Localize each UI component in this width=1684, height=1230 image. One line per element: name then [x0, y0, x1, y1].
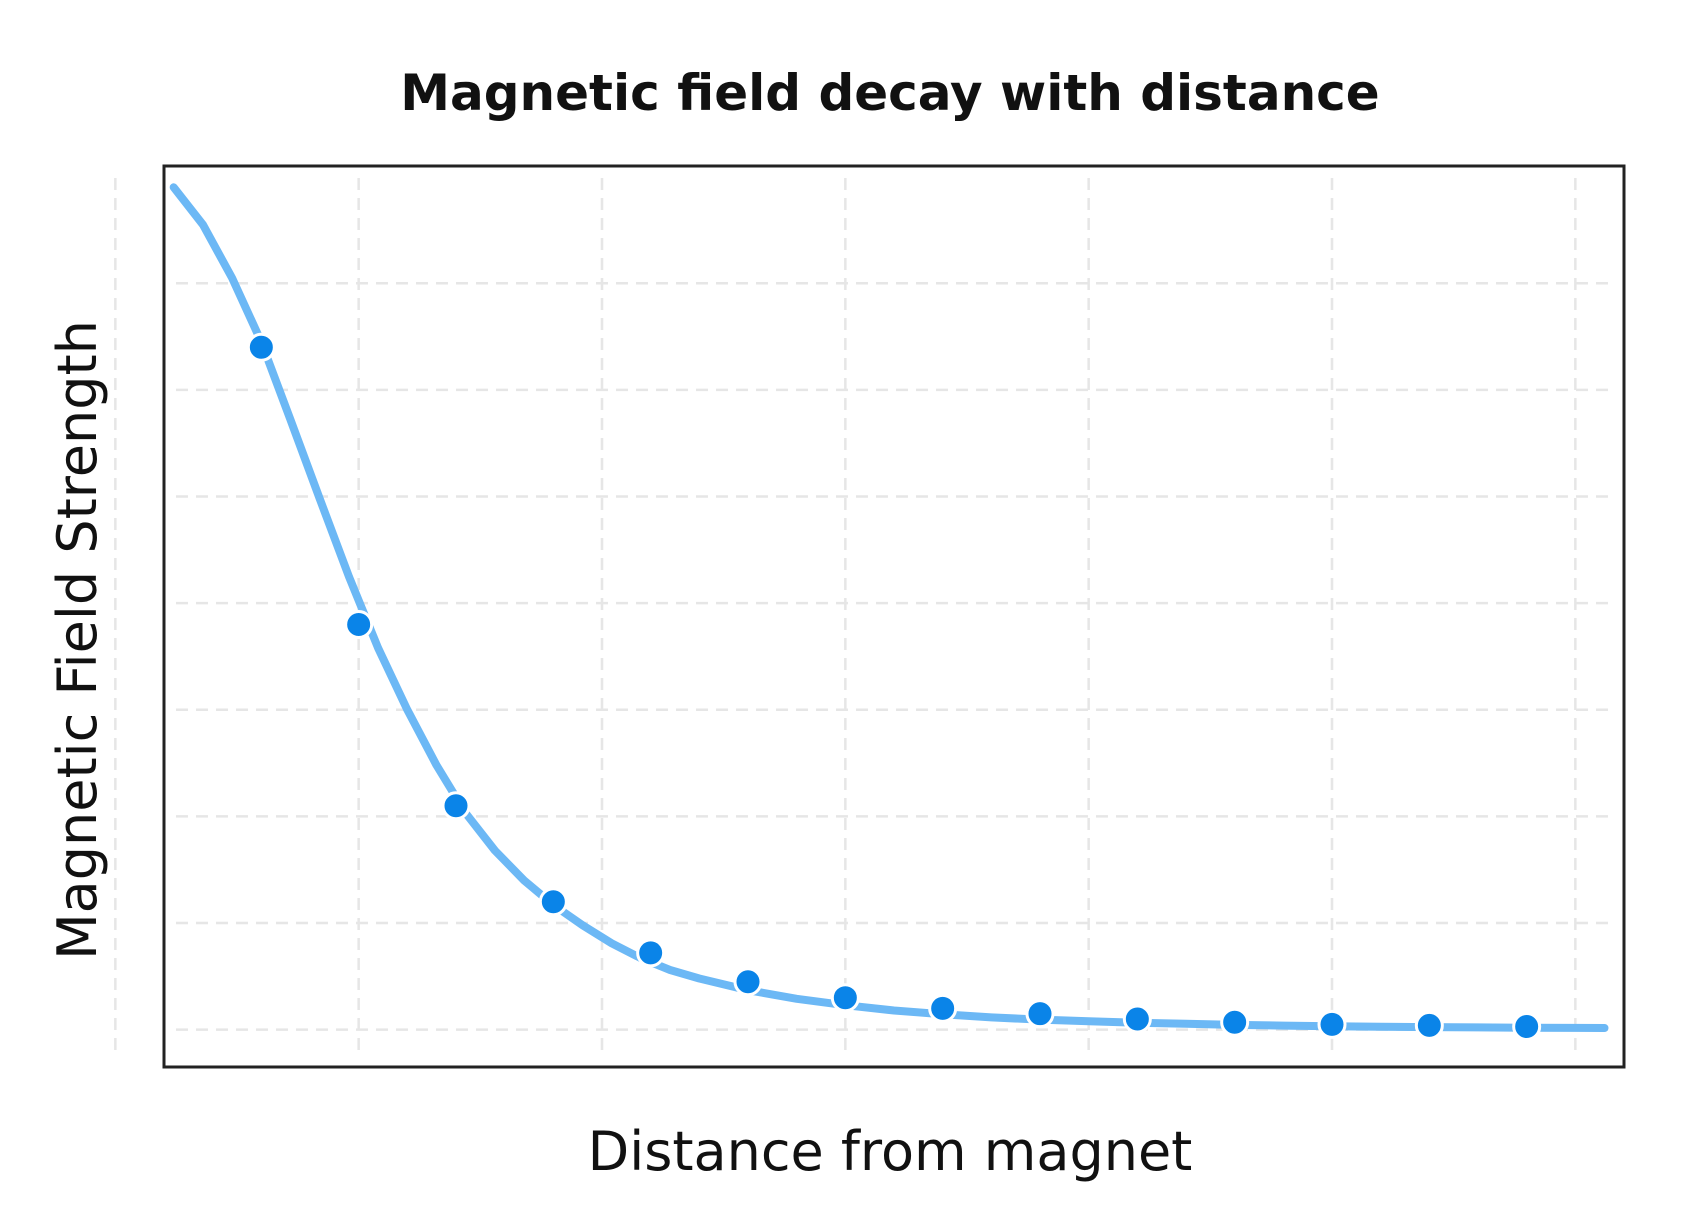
data-point [1025, 999, 1055, 1029]
data-points [246, 332, 1542, 1041]
data-point [1414, 1010, 1444, 1040]
chart-title: Magnetic field decay with distance [400, 64, 1379, 122]
data-point [1220, 1007, 1250, 1037]
data-point [1122, 1004, 1152, 1034]
x-axis-label: Distance from magnet [588, 1120, 1193, 1183]
data-point [538, 887, 568, 917]
data-point [928, 993, 958, 1023]
gridlines [114, 178, 1612, 1055]
data-point [830, 983, 860, 1013]
data-point [636, 938, 666, 968]
data-point [344, 609, 374, 639]
series-line [169, 183, 1609, 1032]
plot-frame [162, 164, 1626, 1069]
data-point [1512, 1011, 1542, 1041]
data-point [246, 332, 276, 362]
y-axis-label: Magnetic Field Strength [46, 320, 109, 960]
data-point [441, 791, 471, 821]
data-point [733, 967, 763, 997]
data-point [1317, 1009, 1347, 1039]
